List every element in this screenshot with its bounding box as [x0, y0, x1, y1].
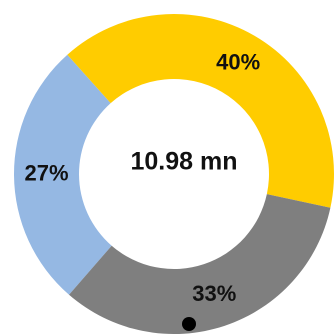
slice-label-40: 40% — [216, 50, 260, 75]
donut-slice-27 — [13, 54, 112, 295]
slices-layer — [13, 14, 334, 335]
slice-label-33: 33% — [192, 281, 236, 306]
center-total-label: 10.98 mn — [130, 148, 237, 176]
donut-slice-33 — [69, 194, 331, 335]
pointer-marker — [182, 317, 196, 331]
donut-slice-40 — [67, 14, 334, 208]
slice-label-27: 27% — [24, 161, 68, 186]
labels-layer: 27% 40% 33% — [24, 50, 260, 306]
